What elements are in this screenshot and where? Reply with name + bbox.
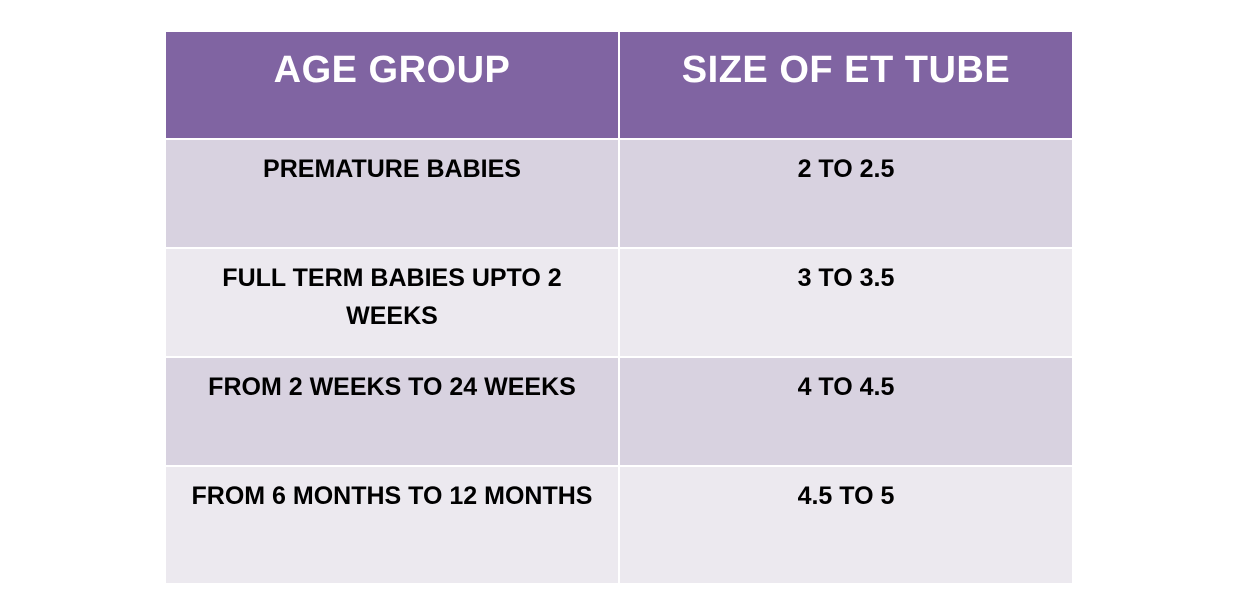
tube-size-cell: 4 TO 4.5 xyxy=(618,356,1074,467)
age-group-cell: FROM 6 MONTHS TO 12 MONTHS xyxy=(164,465,620,585)
header-et-tube-size: SIZE OF ET TUBE xyxy=(618,30,1074,140)
table-row: FROM 2 WEEKS TO 24 WEEKS 4 TO 4.5 xyxy=(164,356,1074,467)
et-tube-size-table: AGE GROUP SIZE OF ET TUBE PREMATURE BABI… xyxy=(164,30,1074,585)
tube-size-cell: 2 TO 2.5 xyxy=(618,138,1074,249)
table-row: PREMATURE BABIES 2 TO 2.5 xyxy=(164,138,1074,249)
age-group-cell: PREMATURE BABIES xyxy=(164,138,620,249)
table-row: FROM 6 MONTHS TO 12 MONTHS 4.5 TO 5 xyxy=(164,465,1074,585)
tube-size-cell: 4.5 TO 5 xyxy=(618,465,1074,585)
age-group-cell: FULL TERM BABIES UPTO 2 WEEKS xyxy=(164,247,620,358)
tube-size-cell: 3 TO 3.5 xyxy=(618,247,1074,358)
table-row: FULL TERM BABIES UPTO 2 WEEKS 3 TO 3.5 xyxy=(164,247,1074,358)
age-group-cell: FROM 2 WEEKS TO 24 WEEKS xyxy=(164,356,620,467)
table-header-row: AGE GROUP SIZE OF ET TUBE xyxy=(164,30,1074,140)
header-age-group: AGE GROUP xyxy=(164,30,620,140)
